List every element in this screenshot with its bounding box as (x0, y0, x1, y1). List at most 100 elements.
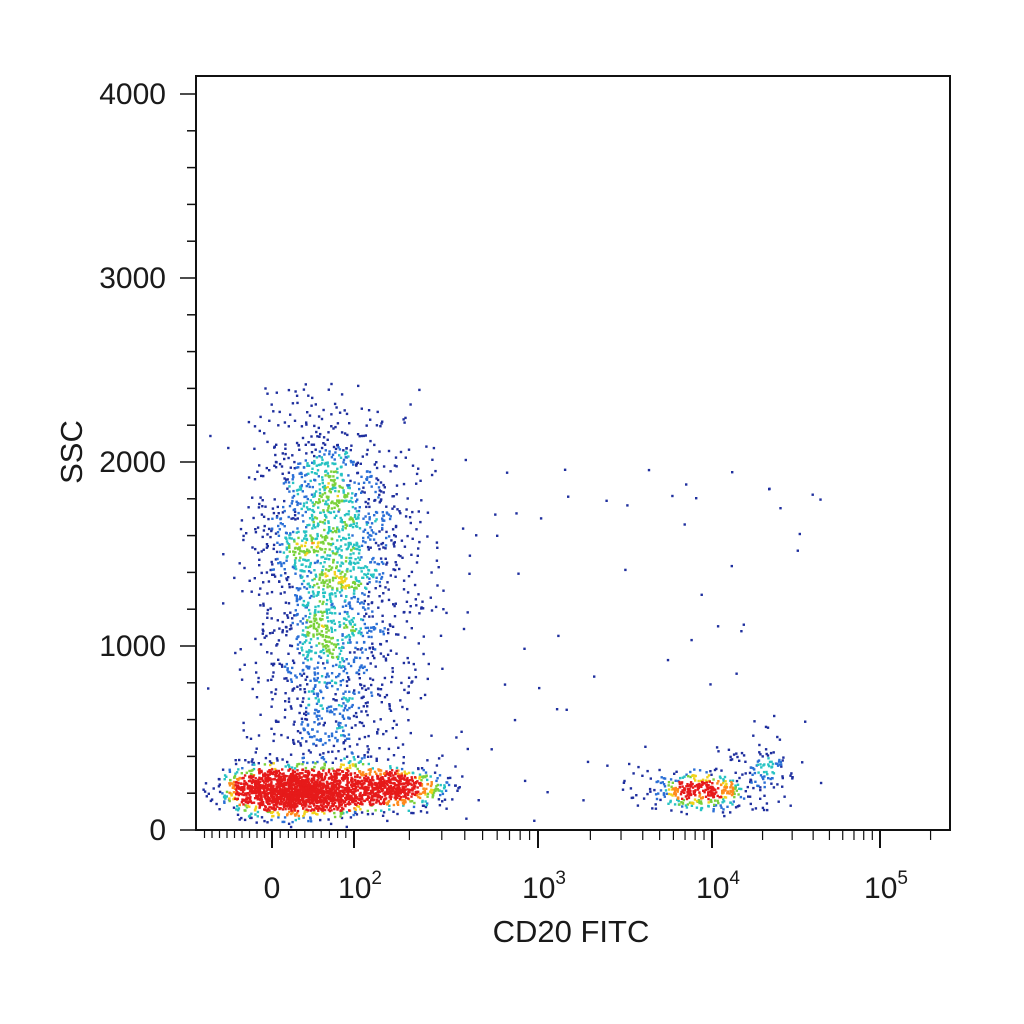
data-point (378, 768, 382, 772)
data-point (415, 561, 419, 564)
data-point (687, 796, 691, 800)
data-point (334, 595, 337, 598)
data-point (435, 559, 439, 562)
data-point (403, 688, 406, 692)
data-point (332, 769, 335, 772)
data-point (375, 518, 378, 521)
data-point (368, 778, 372, 782)
data-point (271, 815, 274, 818)
data-point (369, 439, 372, 443)
data-point (280, 465, 284, 468)
data-point (263, 785, 266, 788)
data-point (362, 641, 366, 644)
data-point (684, 795, 688, 798)
data-point (223, 800, 226, 803)
data-point (398, 788, 401, 791)
data-point (241, 786, 245, 789)
data-point (311, 778, 314, 782)
data-point (379, 772, 382, 775)
data-point (381, 814, 385, 817)
data-point (272, 762, 275, 765)
data-point (307, 667, 311, 670)
data-point (382, 592, 385, 595)
data-point (321, 618, 324, 621)
data-point (255, 747, 258, 750)
data-point (309, 638, 313, 641)
data-point (744, 760, 747, 763)
data-point (319, 656, 323, 659)
data-point (326, 509, 329, 512)
data-point (267, 774, 270, 778)
data-point (303, 641, 307, 644)
data-point (392, 568, 395, 571)
data-point (742, 623, 745, 626)
data-point (366, 521, 370, 524)
data-point (340, 474, 343, 477)
data-point (360, 787, 363, 790)
data-point (380, 422, 383, 425)
data-point (735, 752, 738, 755)
data-point (307, 591, 311, 594)
data-point (368, 590, 371, 594)
data-point (298, 448, 301, 451)
data-point (263, 636, 266, 639)
data-point (328, 809, 332, 813)
data-point (225, 790, 229, 794)
data-point (346, 785, 349, 788)
data-point (421, 799, 424, 803)
data-point (319, 786, 322, 789)
data-point (337, 801, 340, 804)
data-point (344, 704, 347, 707)
data-point (282, 805, 286, 809)
data-point (434, 605, 438, 609)
data-point (361, 592, 364, 595)
data-point (368, 772, 371, 775)
data-point (783, 795, 786, 798)
data-point (260, 793, 263, 796)
data-point (268, 753, 272, 756)
data-point (342, 709, 345, 712)
data-point (364, 515, 367, 518)
data-point (320, 446, 324, 450)
data-point (339, 812, 343, 815)
data-point (268, 806, 271, 809)
data-point (320, 779, 323, 782)
data-point (316, 435, 319, 438)
data-point (377, 687, 380, 691)
data-point (730, 784, 733, 787)
data-point (309, 801, 312, 804)
data-point (313, 472, 317, 475)
data-point (325, 791, 328, 794)
data-point (348, 620, 351, 623)
data-point (394, 776, 397, 780)
data-point (380, 809, 383, 812)
data-point (751, 773, 754, 776)
data-point (258, 464, 261, 467)
data-point (286, 667, 289, 670)
data-point (300, 484, 303, 487)
data-point (334, 629, 337, 632)
data-point (683, 787, 686, 791)
data-point (299, 569, 302, 572)
data-point (225, 795, 228, 798)
data-point (228, 768, 231, 771)
data-point (334, 425, 337, 429)
data-point (317, 591, 320, 594)
data-point (696, 784, 699, 788)
data-point (722, 808, 725, 811)
data-point (269, 777, 272, 780)
data-point (707, 797, 710, 801)
data-point (367, 687, 370, 690)
data-point (259, 777, 262, 781)
data-point (378, 802, 382, 805)
data-point (364, 775, 368, 778)
data-point (258, 788, 261, 791)
data-point (326, 586, 329, 589)
data-point (366, 813, 370, 816)
data-point (312, 687, 315, 690)
data-point (302, 816, 305, 819)
data-point (332, 791, 335, 795)
data-point (316, 813, 319, 816)
data-point (280, 800, 283, 803)
data-point (379, 643, 383, 646)
